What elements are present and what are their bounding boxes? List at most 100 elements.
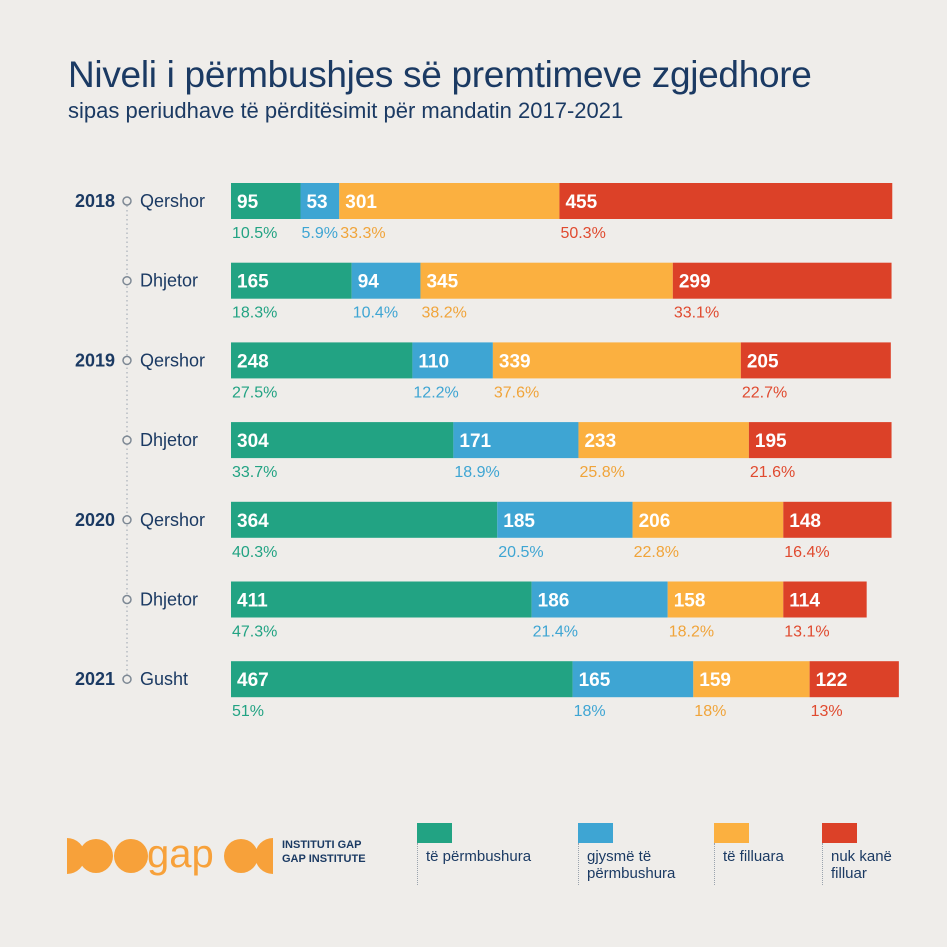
organization-name-en: GAP INSTITUTE: [282, 853, 366, 865]
bar-row: 2018 Qershor 95 10.5% 53 5.9% 301 33.3% 455 50.3%: [75, 183, 893, 242]
bar-value-label: 248: [237, 351, 269, 372]
bar-percent-label: 33.1%: [674, 305, 719, 322]
bar-value-label: 195: [755, 431, 787, 452]
timeline-dot: [122, 196, 132, 206]
bar-row: 2021 Gusht 467 51% 165 18% 159 18% 122 13%: [75, 661, 899, 720]
bar-percent-label: 37.6%: [494, 384, 539, 401]
bar-percent-label: 18.9%: [454, 464, 499, 481]
legend-swatch-half: [578, 823, 613, 843]
year-label: 2019: [75, 350, 115, 370]
bar-segment: [492, 342, 741, 379]
timeline-dot: [122, 674, 132, 684]
bar-value-label: 122: [816, 670, 848, 691]
bar-value-label: 165: [237, 272, 269, 293]
bar-percent-label: 18%: [694, 703, 726, 720]
timeline-dot: [122, 515, 132, 525]
period-label: Qershor: [140, 350, 205, 370]
bar-row: Dhjetor 411 47.3% 186 21.4% 158 18.2% 114 13.1%: [122, 581, 867, 641]
bar-row: 2020 Qershor 364 40.3% 185 20.5% 206 22.8% 148 16…: [75, 501, 892, 561]
gap-logo: gap: [67, 836, 273, 876]
bar-segment: [693, 661, 810, 698]
bar-percent-label: 21.6%: [750, 464, 795, 481]
bar-value-label: 114: [789, 591, 820, 612]
logo-dot-3: [224, 839, 258, 873]
bar-percent-label: 18%: [574, 703, 606, 720]
period-label: Dhjetor: [140, 430, 198, 450]
bar-value-label: 301: [345, 192, 377, 213]
legend-label-started: të filluara: [723, 848, 784, 865]
bar-segment: [231, 661, 573, 698]
bar-segment: [412, 342, 493, 379]
bar-value-label: 95: [237, 192, 259, 213]
logo-half-circle-left: [67, 838, 85, 874]
bar-percent-label: 50.3%: [560, 225, 605, 242]
logo-dot-1: [79, 839, 113, 873]
bar-value-label: 159: [699, 670, 731, 691]
bar-row: Dhjetor 165 18.3% 94 10.4% 345 38.2% 299 33.1%: [122, 262, 892, 322]
bar-segment: [672, 262, 892, 299]
bar-value-label: 364: [237, 511, 269, 532]
bar-percent-label: 22.7%: [742, 384, 787, 401]
legend-divider: [578, 843, 580, 885]
bar-value-label: 205: [747, 351, 779, 372]
bar-segment: [572, 661, 694, 698]
bar-value-label: 339: [499, 351, 531, 372]
bar-value-label: 110: [418, 351, 449, 372]
bar-segment: [667, 581, 784, 618]
bar-segment: [231, 342, 413, 379]
bar-segment: [420, 262, 673, 299]
bar-percent-label: 25.8%: [579, 464, 624, 481]
bar-segment: [632, 501, 784, 538]
legend-divider: [417, 843, 419, 885]
bar-percent-label: 22.8%: [634, 544, 679, 561]
bar-segment: [748, 422, 892, 459]
bar-value-label: 94: [358, 272, 380, 293]
bar-value-label: 345: [426, 272, 458, 293]
bar-value-label: 165: [579, 670, 611, 691]
period-label: Qershor: [140, 191, 205, 211]
bar-segment: [231, 581, 532, 618]
bar-percent-label: 16.4%: [784, 544, 829, 561]
bar-percent-label: 13%: [811, 703, 843, 720]
bar-segment: [559, 183, 893, 219]
bar-percent-label: 33.3%: [340, 225, 385, 242]
period-label: Qershor: [140, 510, 205, 530]
bar-percent-label: 10.5%: [232, 225, 277, 242]
bar-value-label: 148: [789, 511, 821, 532]
period-label: Gusht: [140, 669, 188, 689]
bar-percent-label: 33.7%: [232, 464, 277, 481]
bar-segment: [783, 581, 867, 618]
legend-label-fulfilled: të përmbushura: [426, 848, 532, 865]
timeline-dot: [122, 275, 132, 286]
bar-segment: [351, 262, 421, 299]
bar-value-label: 411: [237, 591, 268, 612]
year-label: 2018: [75, 191, 115, 211]
bar-percent-label: 38.2%: [421, 305, 466, 322]
page-subtitle: sipas periudhave të përditësimit për man…: [68, 98, 624, 123]
bar-percent-label: 27.5%: [232, 384, 277, 401]
bar-segment: [453, 422, 579, 459]
bar-value-label: 304: [237, 431, 269, 452]
logo-dot-2: [114, 839, 148, 873]
bar-value-label: 53: [306, 192, 327, 213]
bar-percent-label: 10.4%: [353, 305, 398, 322]
year-label: 2021: [75, 669, 115, 689]
timeline-dot: [122, 594, 132, 605]
bar-segment: [809, 661, 899, 698]
bar-percent-label: 18.3%: [232, 305, 277, 322]
legend-label-half: gjysmë të përmbushura: [587, 848, 676, 882]
legend-divider: [822, 843, 824, 885]
bar-percent-label: 5.9%: [301, 225, 337, 242]
bar-segment: [231, 183, 301, 219]
chart-rows: 2018 Qershor 95 10.5% 53 5.9% 301 33.3% 455 50.3%…: [75, 183, 899, 720]
bar-percent-label: 21.4%: [533, 624, 578, 641]
legend-swatch-fulfilled: [417, 823, 452, 843]
bar-percent-label: 51%: [232, 703, 264, 720]
bar-percent-label: 40.3%: [232, 544, 277, 561]
period-label: Dhjetor: [140, 590, 198, 610]
bar-value-label: 467: [237, 670, 269, 691]
page-title: Niveli i përmbushjes së premtimeve zgjed…: [68, 54, 812, 95]
legend-swatch-started: [714, 823, 749, 843]
bar-percent-label: 20.5%: [498, 544, 543, 561]
bar-percent-label: 18.2%: [669, 624, 714, 641]
